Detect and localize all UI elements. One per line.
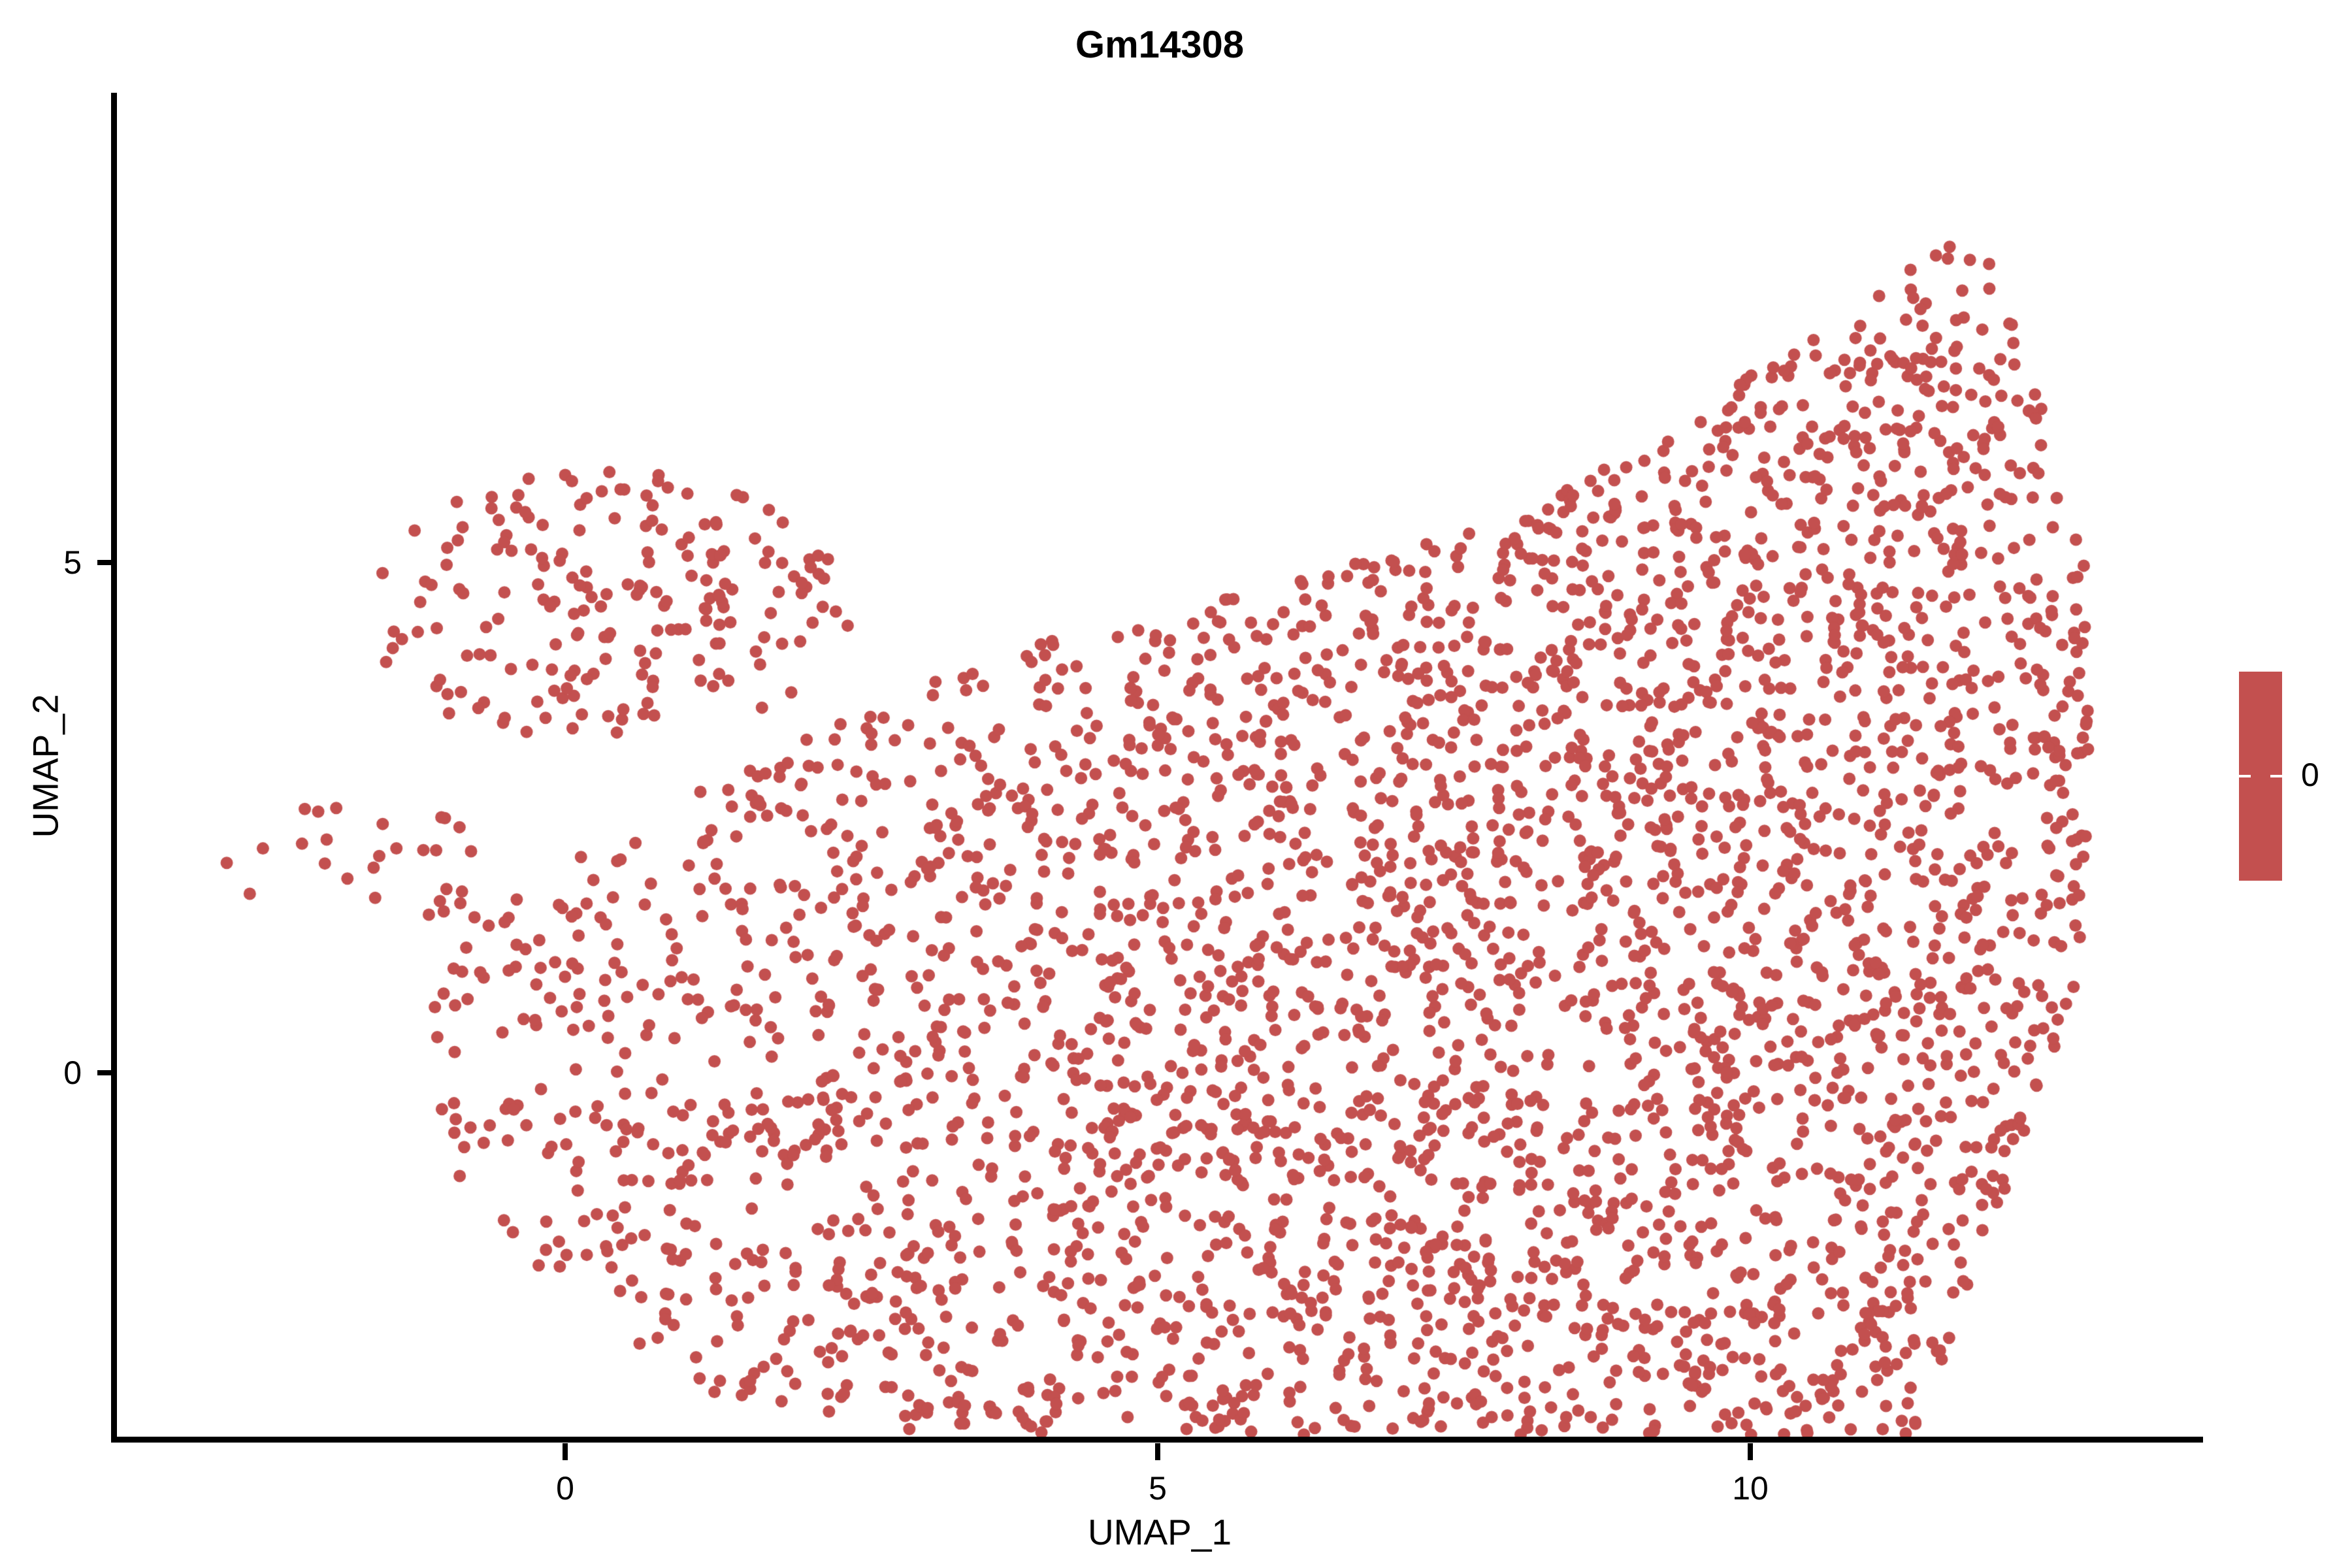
- legend[interactable]: 0: [2239, 672, 2352, 887]
- y-tick-label: 5: [63, 544, 82, 581]
- y-tick-label: 0: [63, 1054, 82, 1091]
- x-tick-label: 5: [1149, 1470, 1167, 1507]
- y-axis-title: UMAP_2: [25, 694, 66, 838]
- y-tick-mark: [97, 560, 114, 565]
- x-tick-mark: [1155, 1443, 1160, 1460]
- legend-tick-left-icon: [2239, 775, 2251, 777]
- legend-tick-right-icon: [2270, 775, 2282, 777]
- x-tick-mark: [1748, 1443, 1753, 1460]
- legend-label-0: 0: [2301, 757, 2319, 793]
- plot-panel: [114, 93, 2203, 1439]
- x-axis-line: [111, 1437, 2203, 1443]
- x-tick-label: 0: [556, 1470, 574, 1507]
- page-title: Gm14308: [1075, 24, 1244, 66]
- x-tick-mark: [563, 1443, 568, 1460]
- x-tick-label: 10: [1732, 1470, 1769, 1507]
- scatter-points-layer: [114, 93, 2203, 1439]
- x-axis-title: UMAP_1: [1087, 1512, 1232, 1552]
- y-axis-line: [111, 93, 117, 1443]
- y-tick-mark: [97, 1070, 114, 1075]
